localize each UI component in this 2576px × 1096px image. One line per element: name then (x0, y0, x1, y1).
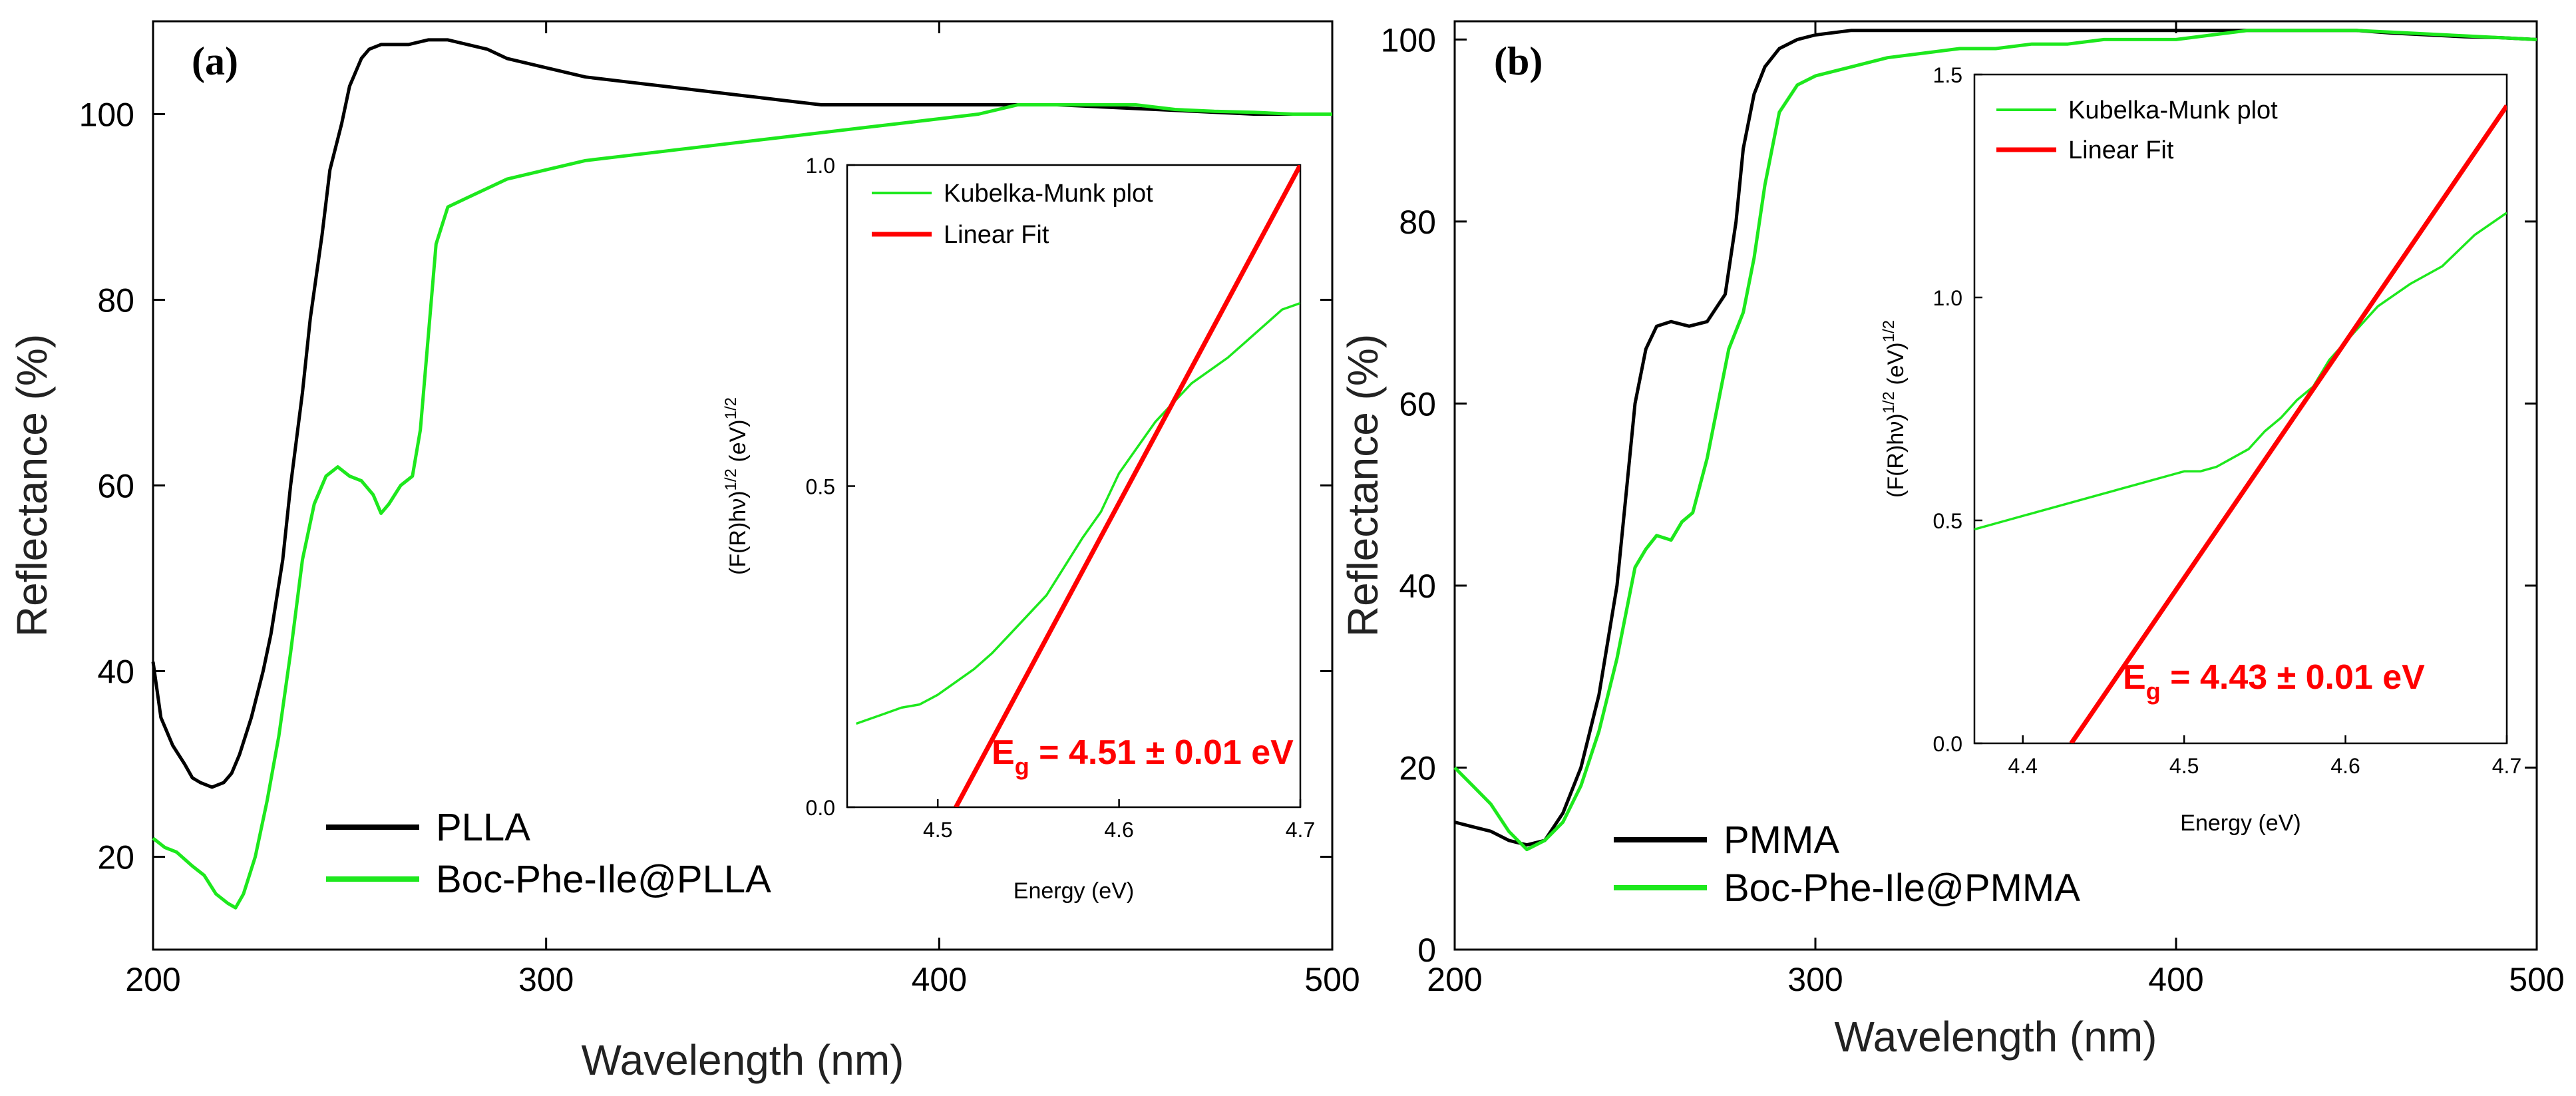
inset-y-tick-label: 0.5 (1933, 509, 1962, 533)
inset-y-tick-label: 1.0 (806, 154, 835, 178)
inset-plot-area (1974, 104, 2507, 743)
legend-label-boc-phe-ile-plla: Boc-Phe-Ile@PLLA (436, 858, 771, 901)
main-plot-frame (1453, 20, 2538, 951)
inset-x-axis-label: Energy (eV) (2180, 811, 2300, 836)
inset-x-tick-label: 4.4 (2008, 754, 2037, 778)
x-axis-label: Wavelength (nm) (582, 1036, 904, 1084)
series-line-plla (151, 38, 1332, 789)
x-tick-label: 200 (1427, 961, 1482, 998)
inset-y-axis-label: (F(R)hν)1/2 (eV)1/2 (722, 397, 751, 575)
x-tick-label: 500 (2509, 961, 2564, 998)
inset-y-tick-label: 0.0 (1933, 732, 1962, 756)
inset-x-tick-label: 4.7 (2492, 754, 2521, 778)
y-tick-label: 100 (79, 96, 134, 134)
inset-series-linear-fit (954, 165, 1300, 807)
y-tick-label: 80 (97, 282, 134, 319)
inset-y-tick-label: 0.0 (806, 796, 835, 820)
panel-label: (a) (192, 39, 238, 83)
y-tick-label: 0 (1417, 932, 1436, 969)
y-tick-label: 60 (1399, 385, 1436, 423)
panel-label: (b) (1494, 39, 1543, 83)
inset-y-tick-label: 1.0 (1933, 286, 1962, 310)
x-tick-label: 300 (518, 961, 574, 998)
inset-frame (846, 164, 1302, 809)
x-tick-label: 400 (912, 961, 967, 998)
inset-plot-area (856, 165, 1300, 807)
x-tick-label: 400 (2148, 961, 2203, 998)
x-axis-label: Wavelength (nm) (1835, 1013, 2157, 1061)
y-axis-label: Reflectance (%) (8, 334, 56, 637)
inset-legend-label-linear-fit: Linear Fit (2068, 136, 2174, 164)
inset-y-axis-label: (F(R)hν)1/2 (eV)1/2 (1880, 320, 1909, 498)
y-tick-label: 40 (1399, 568, 1436, 605)
y-tick-label: 40 (97, 653, 134, 691)
inset-x-tick-label: 4.7 (1286, 818, 1315, 842)
inset-x-tick-label: 4.5 (2169, 754, 2199, 778)
legend-label-boc-phe-ile-pmma: Boc-Phe-Ile@PMMA (1724, 866, 2080, 910)
y-tick-label: 100 (1381, 21, 1436, 59)
y-tick-label: 60 (97, 468, 134, 505)
y-tick-label: 20 (97, 839, 134, 876)
inset-y-tick-label: 1.5 (1933, 63, 1962, 87)
inset-series-kubelka-munk-plot (1974, 212, 2507, 531)
inset-y-tick-label: 0.5 (806, 475, 835, 499)
inset-legend-label-kubelka-munk-plot: Kubelka-Munk plot (2068, 96, 2278, 124)
legend-label-plla: PLLA (436, 806, 530, 849)
legend-label-pmma: PMMA (1724, 819, 1839, 862)
inset-series-linear-fit (2069, 104, 2507, 743)
x-tick-label: 500 (1304, 961, 1360, 998)
inset-x-axis-label: Energy (eV) (1013, 878, 1134, 904)
chart-panel-b: 200 300 400 500 0 20 40 60 80 100 Wavelength (nm) R… (1339, 20, 2565, 1061)
inset-frame (1973, 73, 2508, 745)
inset-series-kubelka-munk-plot (856, 301, 1300, 725)
y-axis-label: Reflectance (%) (1339, 334, 1387, 637)
series-line-boc-phe-ile-pmma (1453, 29, 2537, 852)
chart-panel-a: 200 300 400 500 20 40 60 80 100 Wavelength (nm) Re… (8, 20, 1360, 1084)
bandgap-annotation: Eg = 4.43 ± 0.01 eV (2123, 658, 2425, 705)
y-tick-label: 80 (1399, 204, 1436, 241)
inset-legend-label-linear-fit: Linear Fit (944, 221, 1049, 249)
y-tick-label: 20 (1399, 749, 1436, 787)
x-tick-label: 200 (125, 961, 180, 998)
inset-x-tick-label: 4.6 (1104, 818, 1133, 842)
inset-x-tick-label: 4.5 (923, 818, 952, 842)
series-line-boc-phe-ile-plla (152, 103, 1332, 910)
inset-legend-label-kubelka-munk-plot: Kubelka-Munk plot (944, 180, 1153, 208)
bandgap-annotation: Eg = 4.51 ± 0.01 eV (992, 733, 1294, 780)
inset-x-tick-label: 4.6 (2330, 754, 2360, 778)
x-tick-label: 300 (1787, 961, 1843, 998)
